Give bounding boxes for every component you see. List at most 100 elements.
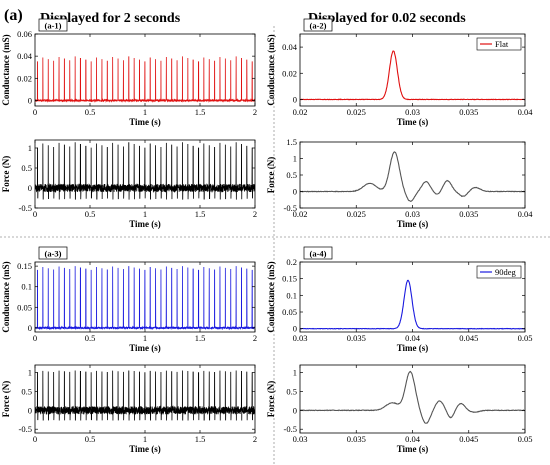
x-tick-label: 1 xyxy=(143,333,147,343)
y-tick-label: 0.04 xyxy=(282,42,298,52)
x-tick-label: 0.02 xyxy=(293,209,308,219)
x-tick-label: 0.5 xyxy=(85,107,96,117)
y-tick-label: 1.5 xyxy=(286,137,297,147)
x-tick-label: 0.04 xyxy=(518,107,534,117)
y-tick-label: 0.02 xyxy=(17,73,32,83)
chart-a4: 0.03 0.035 0.04 0.045 0.05 0 0.05 0.1 0.15 0.2 Tim… xyxy=(266,246,533,353)
panel-label: (a-4) xyxy=(310,249,327,259)
x-axis-label: Time (s) xyxy=(397,219,429,229)
series-line xyxy=(300,370,525,424)
legend-entry: 90deg xyxy=(495,267,517,277)
x-tick-label: 1 xyxy=(143,434,147,444)
chart-a2: 0.02 0.025 0.03 0.035 0.04 0 0.02 0.04 Time (s) C… xyxy=(266,18,534,127)
y-tick-label: 0.04 xyxy=(17,51,33,61)
chart-a4f: 0.03 0.035 0.04 0.045 0.05 -0.5 0 0.5 1 Time (s) F… xyxy=(266,364,533,454)
figure-label: (a) xyxy=(4,7,23,24)
y-tick-label: -0.5 xyxy=(284,424,297,434)
y-tick-label: 0.15 xyxy=(282,274,297,284)
y-axis-label: Conductance (mS) xyxy=(1,261,11,332)
x-tick-label: 0.04 xyxy=(405,434,421,444)
y-tick-label: 0.06 xyxy=(17,29,32,39)
x-tick-label: 0.05 xyxy=(518,434,533,444)
y-tick-label: -0.5 xyxy=(19,424,32,434)
x-tick-label: 0 xyxy=(33,333,37,343)
x-tick-label: 0.5 xyxy=(85,209,96,219)
y-tick-label: -0.5 xyxy=(284,203,297,213)
series-line xyxy=(300,151,525,203)
y-tick-label: 1 xyxy=(293,368,297,378)
x-tick-label: 0.5 xyxy=(85,333,96,343)
y-tick-label: 0.1 xyxy=(286,290,297,300)
x-axis-label: Time (s) xyxy=(397,117,429,127)
y-tick-label: 0 xyxy=(28,405,32,415)
x-axis-label: Time (s) xyxy=(397,444,429,454)
y-tick-label: 0.15 xyxy=(17,261,32,271)
x-tick-label: 0.03 xyxy=(405,107,420,117)
x-tick-label: 1.5 xyxy=(195,107,206,117)
x-tick-label: 0.03 xyxy=(293,333,308,343)
x-tick-label: 2 xyxy=(253,434,257,444)
panel-label-box xyxy=(38,18,68,32)
y-axis-label: Conductance (mS) xyxy=(266,261,276,332)
legend-box xyxy=(476,37,522,51)
x-tick-label: 0.04 xyxy=(405,333,421,343)
x-tick-label: 0.5 xyxy=(85,434,96,444)
x-tick-label: 2 xyxy=(253,333,257,343)
x-axis-label: Time (s) xyxy=(129,444,161,454)
x-axis-label: Time (s) xyxy=(129,117,161,127)
y-axis-label: Force (N) xyxy=(1,381,11,418)
x-tick-label: 0.05 xyxy=(518,333,533,343)
panel-label: (a-2) xyxy=(310,21,327,31)
x-tick-label: 0.035 xyxy=(459,107,478,117)
y-tick-label: 0 xyxy=(293,94,297,104)
panel-label: (a-3) xyxy=(45,249,62,259)
series-line xyxy=(300,279,525,330)
chart-a1: 0 0.5 1 1.5 2 0 0.02 0.04 0.06 Time (s) Conductanc… xyxy=(1,18,257,127)
panel-label-box xyxy=(303,18,333,32)
series-line xyxy=(35,370,255,421)
x-tick-label: 0 xyxy=(33,434,37,444)
y-axis-label: Force (N) xyxy=(1,156,11,193)
x-tick-label: 0.02 xyxy=(293,107,308,117)
y-tick-label: 0 xyxy=(28,183,32,193)
y-axis-label: Conductance (mS) xyxy=(266,34,276,105)
chart-a2f: 0.02 0.025 0.03 0.035 0.04 -0.5 0 0.5 1 1.5 Time (… xyxy=(266,137,533,229)
x-tick-label: 0 xyxy=(33,209,37,219)
y-tick-label: 0.02 xyxy=(282,68,297,78)
y-tick-label: 1 xyxy=(28,368,32,378)
y-tick-label: 0 xyxy=(293,187,297,197)
panel-label-box xyxy=(303,246,333,260)
y-axis-label: Force (N) xyxy=(266,157,276,194)
y-tick-label: 0.5 xyxy=(21,163,32,173)
y-tick-label: 1 xyxy=(293,154,297,164)
legend-entry: Flat xyxy=(495,39,509,49)
x-tick-label: 1 xyxy=(143,209,147,219)
y-tick-label: 0.2 xyxy=(286,257,297,267)
x-tick-label: 0.03 xyxy=(405,209,420,219)
panel-label-box xyxy=(38,246,68,260)
left-column-heading: Displayed for 2 seconds xyxy=(40,11,181,26)
x-tick-label: 0.025 xyxy=(347,107,366,117)
x-tick-label: 0.04 xyxy=(518,209,534,219)
y-tick-label: 0.5 xyxy=(286,386,297,396)
y-axis-label: Conductance (mS) xyxy=(1,34,11,105)
x-tick-label: 1.5 xyxy=(195,209,206,219)
x-axis-label: Time (s) xyxy=(129,219,161,229)
x-tick-label: 0.035 xyxy=(459,209,478,219)
x-tick-label: 2 xyxy=(253,107,257,117)
x-tick-label: 0.03 xyxy=(293,434,308,444)
series-line xyxy=(35,142,255,200)
series-line xyxy=(35,56,255,103)
x-tick-label: 1.5 xyxy=(195,333,206,343)
x-tick-label: 1.5 xyxy=(195,434,206,444)
x-axis-label: Time (s) xyxy=(129,343,161,353)
y-tick-label: 0 xyxy=(28,323,32,333)
y-tick-label: 0.05 xyxy=(282,307,297,317)
axes-box xyxy=(299,141,526,209)
chart-a3: 0 0.5 1 1.5 2 0 0.05 0.1 0.15 Time (s) Conductance… xyxy=(1,246,257,353)
y-tick-label: 0.5 xyxy=(21,386,32,396)
y-tick-label: 1 xyxy=(28,143,32,153)
